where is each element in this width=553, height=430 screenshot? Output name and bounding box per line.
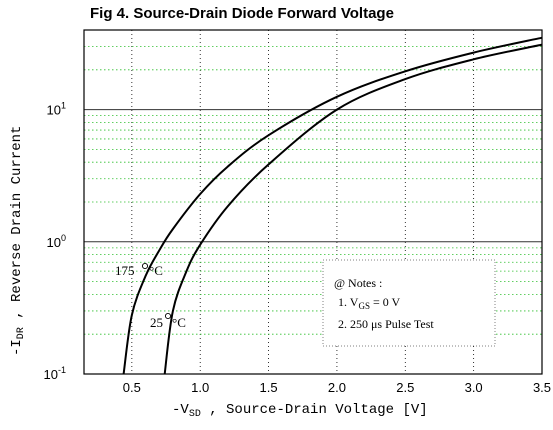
x-tick-label-4: 2.5 — [396, 380, 414, 395]
notes-line-2: 2. 250 μs Pulse Test — [338, 317, 434, 331]
series-label-175: 175 °C — [115, 262, 163, 278]
grid — [84, 30, 542, 374]
series-line-1 — [163, 43, 543, 375]
x-tick-label-1: 1.0 — [191, 380, 209, 395]
x-tick-label-3: 2.0 — [328, 380, 346, 395]
y-tick-label-2: 101 — [47, 101, 66, 118]
series-label-25: 25 °C — [150, 312, 186, 330]
y-axis-label: -IDR , Reverse Drain Current — [9, 126, 27, 356]
series-line-0 — [122, 36, 543, 375]
chart-title: Fig 4. Source-Drain Diode Forward Voltag… — [90, 5, 394, 22]
series-lines — [122, 36, 543, 375]
y-tick-label-0: 10-1 — [44, 365, 66, 382]
notes-header: @ Notes : — [334, 276, 382, 290]
series-label-25-unit: °C — [172, 315, 186, 330]
x-tick-label-2: 1.5 — [260, 380, 278, 395]
series-label-25-num: 25 — [150, 315, 163, 330]
x-tick-label-6: 3.5 — [533, 380, 551, 395]
x-tick-label-5: 3.0 — [465, 380, 483, 395]
y-tick-label-1: 100 — [47, 233, 66, 250]
plot-area — [83, 29, 543, 375]
series-label-175-unit: °C — [149, 263, 163, 278]
notes-box: @ Notes : 1. VGS = 0 V 2. 250 μs Pulse T… — [322, 259, 496, 347]
notes-line-1: 1. VGS = 0 V — [338, 295, 401, 311]
series-label-175-num: 175 — [115, 263, 135, 278]
x-tick-label-0: 0.5 — [123, 380, 141, 395]
x-axis-label: -VSD , Source-Drain Voltage [V] — [172, 402, 428, 420]
